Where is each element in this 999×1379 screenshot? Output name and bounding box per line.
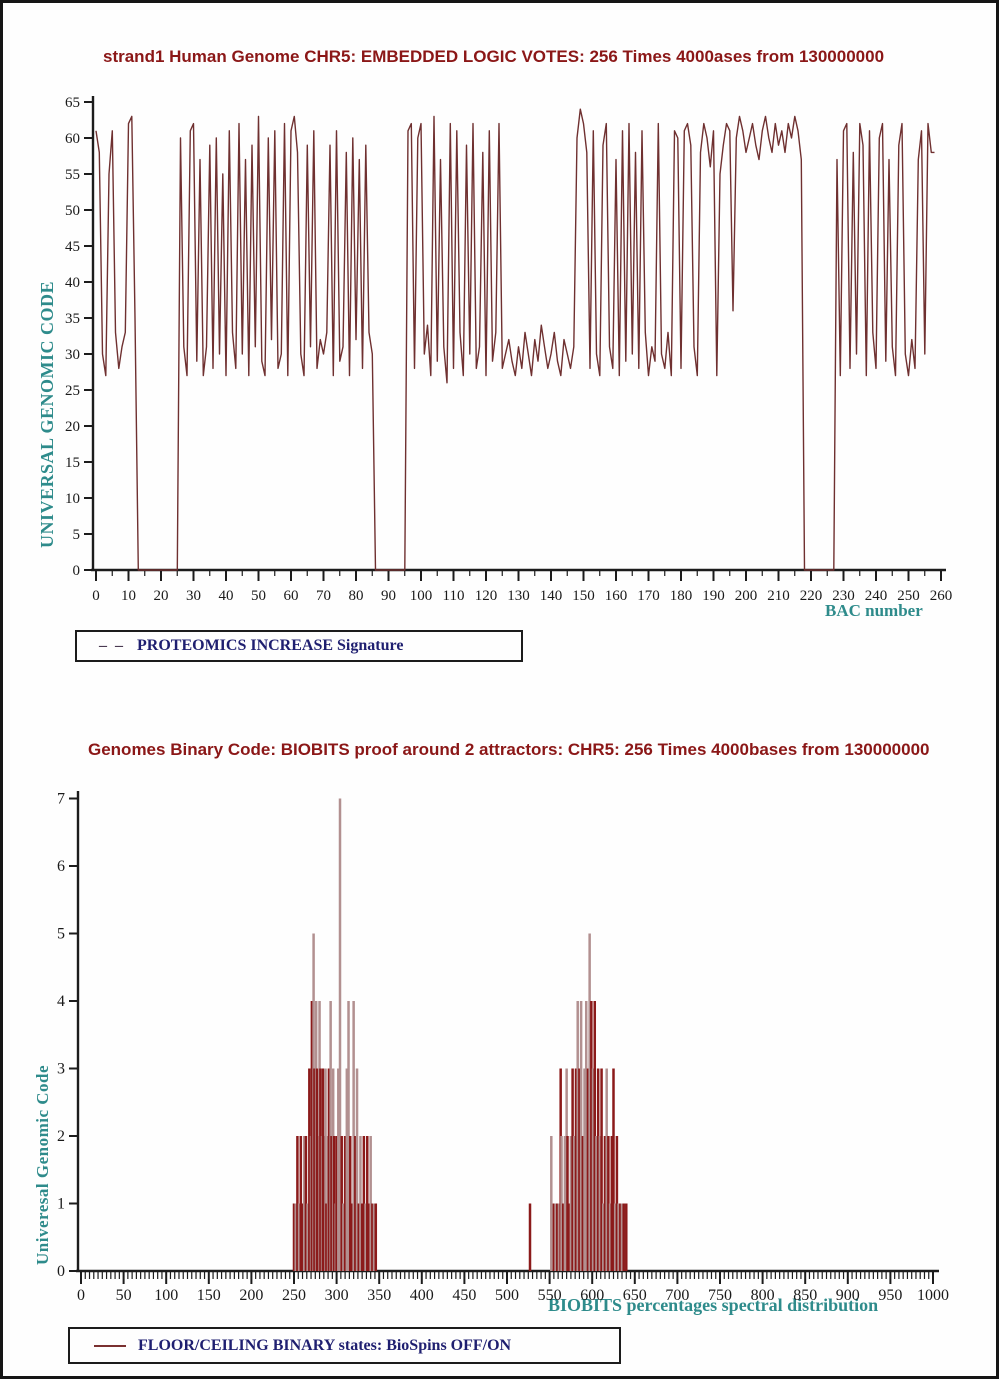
x-tick-label: 110 [443,588,465,604]
x-tick-label: 220 [800,588,823,604]
x-tick-label: 500 [495,1287,519,1304]
y-tick-label: 25 [65,383,80,399]
x-tick-label: 200 [239,1287,263,1304]
x-tick-label: 30 [186,588,201,604]
x-tick-label: 100 [410,588,433,604]
top-chart-title: strand1 Human Genome CHR5: EMBEDDED LOGI… [103,47,885,66]
dashed-line-sample-icon: – – [99,637,125,654]
x-tick-label: 400 [410,1287,434,1304]
y-tick-label: 5 [57,926,65,943]
solid-line-sample-icon [94,1344,126,1347]
x-tick-label: 180 [670,588,693,604]
bottom-chart-legend: FLOOR/CEILING BINARY states: BioSpins OF… [68,1327,621,1364]
x-tick-label: 350 [367,1287,391,1304]
y-tick-label: 0 [73,563,81,579]
top-chart-y-axis-label: UNIVERSAL GENOMIC CODE [37,280,57,548]
y-tick-label: 20 [65,419,80,435]
bottom-chart-y-axis-label: Univeresal Genomic Code [33,1064,52,1265]
y-tick-label: 2 [57,1128,65,1145]
x-tick-label: 80 [349,588,364,604]
x-tick-label: 140 [540,588,563,604]
bottom-chart-x-axis-label: BIOBITS percentages spectral distributio… [548,1295,879,1315]
top-chart-legend-label: PROTEOMICS INCREASE Signature [137,637,404,654]
x-tick-label: 50 [251,588,266,604]
x-tick-label: 50 [116,1287,132,1304]
x-tick-label: 60 [284,588,299,604]
y-tick-label: 10 [65,491,80,507]
y-tick-label: 65 [65,95,80,111]
x-tick-label: 260 [930,588,953,604]
x-tick-label: 210 [767,588,790,604]
y-tick-label: 4 [57,993,65,1010]
x-tick-label: 70 [316,588,331,604]
top-chart-x-axis-label: BAC number [825,601,923,620]
y-tick-label: 45 [65,239,80,255]
bottom-chart-legend-label: FLOOR/CEILING BINARY states: BioSpins OF… [138,1336,512,1354]
y-tick-label: 7 [57,791,65,808]
x-tick-label: 20 [154,588,169,604]
y-tick-label: 0 [57,1263,65,1280]
y-tick-label: 15 [65,455,80,471]
y-tick-label: 3 [57,1061,65,1078]
y-tick-label: 1 [57,1196,65,1213]
x-tick-label: 150 [572,588,595,604]
top-chart-legend: – – PROTEOMICS INCREASE Signature [75,630,523,662]
bottom-chart-title: Genomes Binary Code: BIOBITS proof aroun… [88,740,930,759]
x-tick-label: 100 [154,1287,178,1304]
x-tick-label: 150 [197,1287,221,1304]
x-tick-label: 40 [219,588,234,604]
x-tick-label: 0 [92,588,100,604]
y-tick-label: 6 [57,858,65,875]
x-tick-label: 300 [325,1287,349,1304]
x-tick-label: 120 [475,588,498,604]
y-tick-label: 50 [65,203,80,219]
x-tick-label: 170 [637,588,660,604]
y-tick-label: 55 [65,167,80,183]
y-tick-label: 60 [65,131,80,147]
x-tick-label: 90 [381,588,396,604]
y-tick-label: 35 [65,311,80,327]
x-tick-label: 450 [452,1287,476,1304]
proteomics-signature-line [95,108,935,571]
x-tick-label: 130 [507,588,530,604]
x-tick-label: 250 [282,1287,306,1304]
y-tick-label: 40 [65,275,80,291]
y-tick-label: 5 [73,527,81,543]
x-tick-label: 0 [77,1287,85,1304]
x-tick-label: 190 [702,588,725,604]
x-tick-label: 1000 [917,1287,949,1304]
y-tick-label: 30 [65,347,80,363]
x-tick-label: 10 [121,588,136,604]
x-tick-label: 200 [735,588,758,604]
x-tick-label: 160 [605,588,628,604]
x-tick-label: 950 [878,1287,902,1304]
